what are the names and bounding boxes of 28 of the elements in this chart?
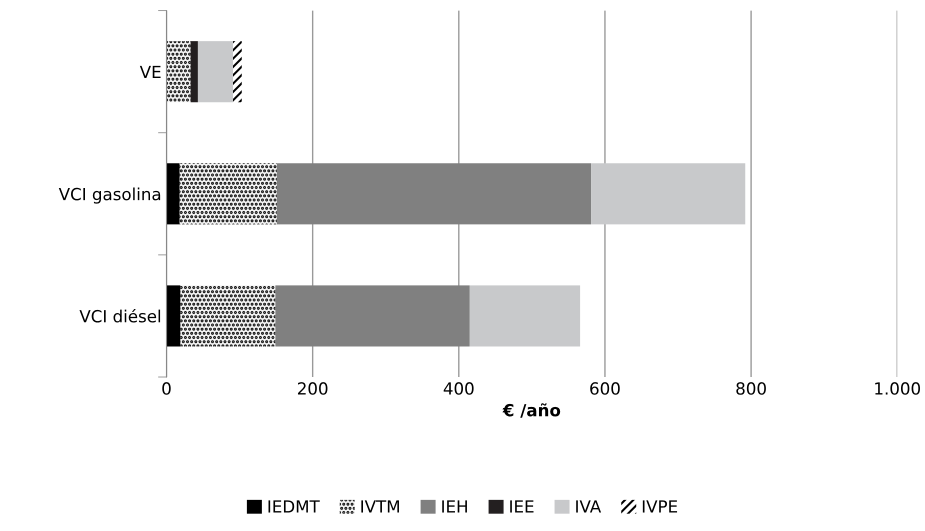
y-tick-label: VE bbox=[140, 66, 161, 78]
bar bbox=[166, 163, 180, 224]
legend-label: IEE bbox=[510, 500, 534, 513]
legend-label: IEH bbox=[442, 500, 467, 513]
x-tick-label: 200 bbox=[298, 382, 328, 395]
x-tick-label: 800 bbox=[736, 382, 766, 395]
legend-label: IVTM bbox=[361, 500, 399, 513]
x-tick-label: 400 bbox=[444, 382, 474, 395]
y-tick-label: VCI gasolina bbox=[58, 187, 160, 204]
x-axis-title: € /año bbox=[502, 403, 560, 418]
x-tick-label: 600 bbox=[590, 382, 620, 395]
legend-label: IVA bbox=[576, 500, 602, 513]
bar bbox=[276, 163, 592, 224]
legend-label: IEDMT bbox=[268, 500, 320, 513]
bar bbox=[166, 285, 180, 346]
legend-label: IVPE bbox=[642, 500, 678, 513]
x-tick-label: 0 bbox=[162, 382, 171, 395]
bar bbox=[190, 41, 198, 102]
y-tick-label: VCI diésel bbox=[79, 308, 160, 323]
bar bbox=[275, 285, 470, 346]
x-tick-label: 1.000 bbox=[875, 382, 920, 395]
bar bbox=[591, 163, 746, 224]
bar bbox=[166, 41, 191, 102]
bar bbox=[180, 163, 277, 224]
bar bbox=[233, 41, 242, 102]
bar bbox=[198, 41, 233, 102]
bar bbox=[180, 285, 276, 346]
bar bbox=[470, 285, 580, 346]
